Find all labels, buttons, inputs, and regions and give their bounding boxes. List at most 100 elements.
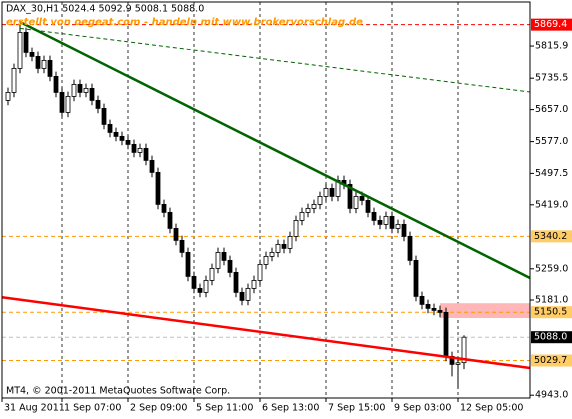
level-label-bg	[531, 230, 572, 243]
candle-body	[245, 287, 251, 301]
x-tick-label: 6 Sep 13:00	[262, 403, 319, 414]
candle-body	[59, 92, 65, 113]
candle-body	[425, 303, 431, 309]
candle-body	[203, 279, 209, 293]
candle-body	[377, 219, 383, 225]
candle-body	[221, 251, 227, 261]
candle-body	[35, 56, 41, 69]
candle-body	[53, 76, 59, 93]
candle-body	[119, 135, 125, 141]
candle-body	[353, 195, 359, 209]
candle-body	[461, 336, 467, 364]
level-label-bg	[531, 18, 572, 31]
candle-body	[209, 267, 215, 281]
candle-body	[137, 147, 143, 153]
candle-body	[125, 139, 131, 145]
candle-body	[383, 215, 389, 225]
candle-body	[233, 271, 239, 293]
candle-body	[329, 187, 335, 197]
level-label: 5088.0	[534, 332, 567, 343]
plot-frame	[1, 1, 531, 399]
level-label: 5150.5	[534, 307, 567, 318]
candle-body	[23, 32, 29, 53]
trendline	[19, 20, 531, 280]
candle-body	[401, 223, 407, 237]
candle-body	[287, 235, 293, 249]
candle-body	[113, 131, 119, 137]
candle-body	[155, 171, 161, 205]
y-tick-label: 5259.0	[535, 263, 568, 274]
candle-body	[299, 211, 305, 221]
trendline	[1, 295, 531, 370]
candle-body	[455, 362, 461, 365]
candle-body	[437, 309, 443, 313]
candle-body	[71, 84, 77, 97]
candle-body	[47, 60, 53, 77]
candle-body	[389, 215, 395, 229]
candle-body	[173, 227, 179, 241]
candle-body	[371, 211, 377, 221]
candle-body	[395, 223, 401, 229]
watermark: erstellt von oegeat.com - handeln mit ww…	[6, 17, 363, 28]
chart-title: DAX_30,H1 5024.4 5092.9 5008.1 5088.0	[6, 4, 204, 15]
candle-body	[263, 255, 269, 265]
candle-body	[275, 243, 281, 253]
candle-body	[251, 279, 257, 289]
candle-body	[5, 92, 11, 101]
candle-body	[131, 143, 137, 153]
candle-body	[83, 88, 89, 93]
candle-body	[239, 291, 245, 301]
level-label-bg	[531, 331, 572, 344]
candle-body	[11, 68, 17, 93]
level-label-bg	[531, 354, 572, 367]
x-tick-label: 1 Sep 07:00	[64, 403, 121, 414]
candle-body	[65, 96, 71, 113]
y-tick-label: 5181.0	[535, 295, 568, 306]
candle-body	[431, 307, 437, 311]
candle-body	[311, 203, 317, 209]
candle-body	[185, 251, 191, 277]
candle-body	[29, 52, 35, 57]
candle-body	[17, 32, 23, 69]
candle-body	[149, 159, 155, 173]
x-tick-label: 31 Aug 2011	[4, 403, 65, 414]
candle-body	[167, 211, 173, 229]
level-label: 5869.4	[534, 19, 567, 30]
y-tick-label: 5419.0	[535, 199, 568, 210]
y-tick-label: 4943.0	[535, 390, 568, 401]
level-label: 5340.2	[534, 231, 567, 242]
y-tick-label: 5577.0	[535, 136, 568, 147]
candle-body	[227, 259, 233, 273]
y-tick-label: 5657.0	[535, 104, 568, 115]
candle-body	[161, 203, 167, 213]
candle-body	[89, 88, 95, 101]
candle-body	[293, 219, 299, 237]
candle-body	[413, 259, 419, 297]
candle-body	[77, 84, 83, 93]
candle-body	[257, 263, 263, 281]
candle-body	[419, 295, 425, 305]
plot-area	[1, 2, 531, 398]
candle-body	[269, 251, 275, 257]
y-tick-label: 5735.5	[535, 73, 568, 84]
candle-body	[443, 311, 449, 357]
footer: MT4, © 2001-2011 MetaQuotes Software Cor…	[6, 386, 230, 397]
x-tick-label: 12 Sep 05:00	[460, 403, 523, 414]
candle-body	[107, 124, 113, 133]
level-label-bg	[531, 306, 572, 319]
candle-body	[347, 183, 353, 209]
candle-body	[95, 100, 101, 109]
candle-body	[281, 243, 287, 249]
candle-body	[407, 235, 413, 261]
candle-body	[317, 195, 323, 205]
candle-body	[359, 195, 365, 201]
candle-body	[101, 108, 107, 125]
candle-body	[41, 60, 47, 69]
candle-body	[215, 251, 221, 269]
level-label: 5029.7	[534, 355, 567, 366]
candle-body	[305, 207, 311, 213]
zone	[440, 303, 530, 318]
x-tick-label: 5 Sep 11:00	[196, 403, 253, 414]
